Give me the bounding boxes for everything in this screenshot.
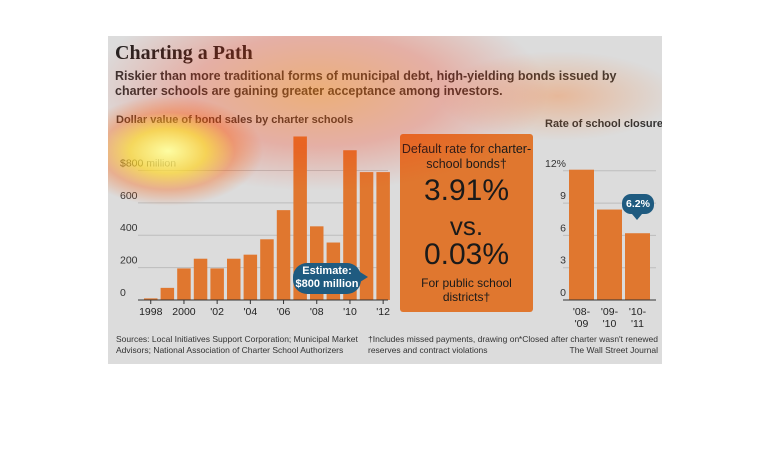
closure-y-tick-label: 12% <box>545 158 566 170</box>
closure-bar <box>569 169 594 300</box>
default-rate-label: Default rate for charter-school bonds† <box>401 142 532 171</box>
closure-x-tick-label: '10- <box>629 306 647 318</box>
closure-x-tick-label: '09 <box>575 318 589 330</box>
closure-rate-callout: 6.2% <box>622 194 654 220</box>
school-closure-chart: 0 3 6 9 12% '08-'09 '09-'10 '10-'11 <box>545 158 656 330</box>
sources-note: Sources: Local Initiatives Support Corpo… <box>116 334 358 355</box>
closure-y-tick-label: 0 <box>560 287 566 299</box>
closure-bar <box>597 209 622 300</box>
closure-x-tick-label: '09- <box>601 306 619 318</box>
star-footnote: *Closed after charter wasn't renewed <box>518 334 658 344</box>
charter-default-rate: 3.91% <box>423 174 510 207</box>
closure-x-tick-label: '08- <box>573 306 591 318</box>
closure-x-tick-label: '11 <box>631 318 644 330</box>
default-rate-box: Default rate for charter-school bonds† 3… <box>400 134 533 312</box>
closure-y-tick-label: 9 <box>560 190 566 202</box>
closure-y-tick-label: 3 <box>560 255 566 267</box>
infographic: Charting a Path Riskier than more tradit… <box>108 36 662 364</box>
estimate-callout: Estimate: $800 million <box>293 263 368 294</box>
public-default-rate: 0.03% <box>423 238 510 271</box>
public-default-label: For public school districts† <box>421 276 512 304</box>
dagger-footnote: †Includes missed payments, drawing on re… <box>368 334 520 355</box>
closure-bar <box>625 233 650 300</box>
closure-x-tick-label: '10 <box>603 318 617 330</box>
credit-line: The Wall Street Journal <box>569 345 659 355</box>
closure-y-tick-label: 6 <box>560 222 566 234</box>
